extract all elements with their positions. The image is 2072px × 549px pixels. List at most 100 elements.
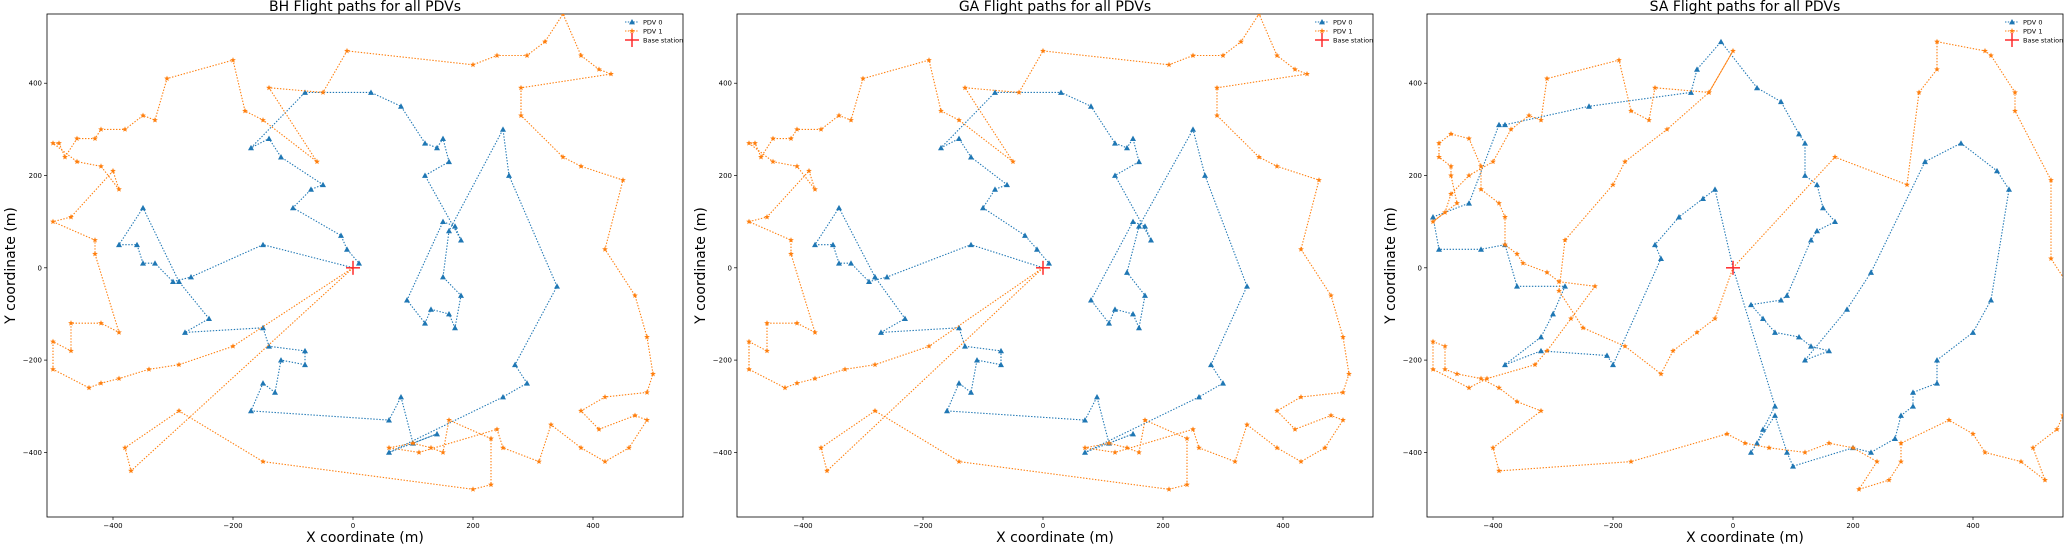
data-point (266, 84, 272, 91)
data-point (1538, 117, 1544, 123)
data-point (1490, 444, 1496, 451)
data-point (494, 426, 500, 432)
legend-item: PDV 1 (1315, 27, 1352, 35)
data-point (812, 186, 818, 192)
plot-frame (1426, 13, 2064, 518)
data-point (1544, 269, 1550, 275)
data-point (1514, 283, 1520, 289)
data-point (266, 343, 272, 349)
data-point (1430, 214, 1436, 220)
legend-label: Base station (643, 36, 683, 44)
data-point (176, 278, 182, 285)
data-point (1466, 384, 1472, 391)
y-tick-label: 200 (719, 172, 732, 180)
data-point (1868, 269, 1874, 275)
legend-marker (2009, 19, 2015, 25)
data-point (968, 241, 974, 248)
data-point (1478, 375, 1484, 381)
plot-frame (736, 13, 1374, 518)
data-point (860, 75, 866, 82)
data-point (1274, 52, 1280, 58)
data-point (440, 135, 446, 141)
data-point (956, 380, 962, 386)
data-point (152, 260, 158, 266)
data-point (1628, 458, 1634, 465)
data-point (1190, 126, 1196, 132)
data-point (512, 361, 518, 368)
data-point (944, 407, 950, 414)
data-point (1448, 172, 1454, 178)
chart-2: GA Flight paths for all PDVs X coordinate… (693, 0, 1374, 546)
data-point (500, 444, 506, 451)
data-point (1466, 200, 1472, 206)
data-point (182, 329, 188, 335)
data-point (1808, 343, 1814, 349)
data-point (866, 278, 872, 285)
data-point (644, 334, 650, 340)
data-point (1004, 181, 1010, 188)
data-point (1910, 403, 1916, 409)
data-point (848, 260, 854, 266)
data-point (1094, 394, 1100, 400)
data-point (470, 486, 476, 492)
base-station-marker (1726, 260, 1740, 275)
data-point (230, 343, 236, 349)
data-point (1604, 352, 1610, 358)
data-point (1298, 458, 1304, 465)
data-point (1430, 366, 1436, 372)
data-point (998, 347, 1004, 354)
data-point (116, 375, 122, 381)
data-point (578, 163, 584, 169)
data-point (1946, 417, 1952, 423)
data-point (1010, 158, 1016, 165)
data-point (260, 117, 266, 123)
plot-area (50, 14, 656, 492)
data-point (836, 112, 842, 118)
data-point (1502, 121, 1508, 128)
data-point (1754, 440, 1760, 446)
series-pdv-1 (50, 14, 656, 492)
data-point (98, 126, 104, 132)
data-point (2012, 89, 2018, 95)
data-point (848, 117, 854, 123)
data-point (758, 154, 764, 160)
data-point (446, 417, 452, 423)
data-point (2006, 186, 2012, 192)
data-point (452, 223, 458, 229)
data-point (170, 278, 176, 285)
data-point (1826, 347, 1832, 354)
data-point (1676, 214, 1682, 220)
data-point (1442, 209, 1448, 215)
data-point (1112, 306, 1118, 312)
data-point (818, 444, 824, 451)
data-point (872, 407, 878, 414)
data-point (1088, 297, 1094, 303)
chart-title: GA Flight paths for all PDVs (959, 0, 1151, 15)
data-point (1274, 163, 1280, 169)
data-point (50, 366, 56, 372)
data-point (1538, 334, 1544, 340)
data-point (788, 135, 794, 142)
data-point (74, 135, 80, 142)
data-point (1448, 130, 1454, 137)
data-point (518, 112, 524, 118)
data-point (1592, 283, 1598, 289)
data-point (86, 384, 92, 391)
data-point (314, 158, 320, 165)
data-point (1184, 481, 1190, 488)
data-point (1130, 218, 1136, 225)
y-tick-label: 200 (1409, 172, 1422, 180)
data-point (1814, 227, 1820, 234)
data-point (146, 366, 152, 372)
y-tick-label: −200 (713, 357, 732, 365)
data-point (2012, 107, 2018, 114)
data-point (650, 370, 656, 377)
data-point (140, 260, 146, 266)
y-tick-label: 400 (719, 80, 732, 88)
data-point (1934, 357, 1940, 363)
x-tick-label: −200 (223, 522, 242, 530)
data-point (440, 274, 446, 280)
data-point (1136, 158, 1142, 165)
series-pdv-0 (116, 89, 560, 455)
